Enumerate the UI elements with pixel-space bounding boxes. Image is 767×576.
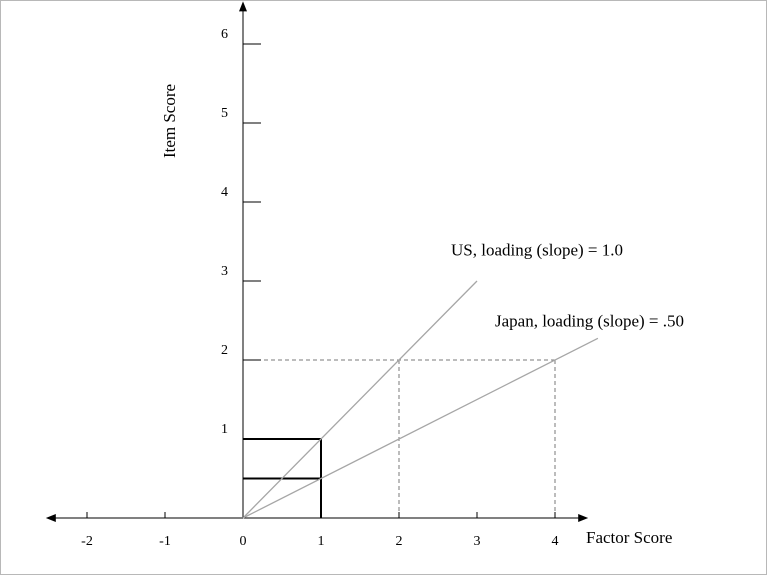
y-tick-label: 5 xyxy=(221,106,228,121)
x-axis-title: Factor Score xyxy=(586,528,672,547)
x-tick-label: -2 xyxy=(81,534,93,549)
x-tick-label: 3 xyxy=(474,534,481,549)
annotation-us: US, loading (slope) = 1.0 xyxy=(451,240,623,259)
x-axis-right-arrow xyxy=(578,514,589,522)
annotation-japan: Japan, loading (slope) = .50 xyxy=(495,312,684,331)
x-tick-label: 4 xyxy=(552,534,559,549)
y-tick-label: 4 xyxy=(221,185,228,200)
y-tick-label: 3 xyxy=(221,264,228,279)
y-axis-arrow xyxy=(239,1,247,12)
x-tick-label: 0 xyxy=(240,534,247,549)
tick-marks xyxy=(86,43,556,518)
y-tick-label: 1 xyxy=(221,422,228,437)
series-lines xyxy=(242,280,599,519)
x-tick-label: 2 xyxy=(396,534,403,549)
axes xyxy=(45,1,589,522)
y-tick-label: 2 xyxy=(221,343,228,358)
y-tick-label: 6 xyxy=(221,27,228,42)
x-tick-label: -1 xyxy=(159,534,171,549)
series-line-japan xyxy=(242,337,599,519)
labels: -2 -1 0 1 2 3 4 1 2 3 4 5 6 xyxy=(81,27,558,549)
x-axis-left-arrow xyxy=(45,514,56,522)
y-axis-title: Item Score xyxy=(160,84,179,158)
series-line-us xyxy=(242,280,478,519)
x-tick-label: 1 xyxy=(318,534,325,549)
